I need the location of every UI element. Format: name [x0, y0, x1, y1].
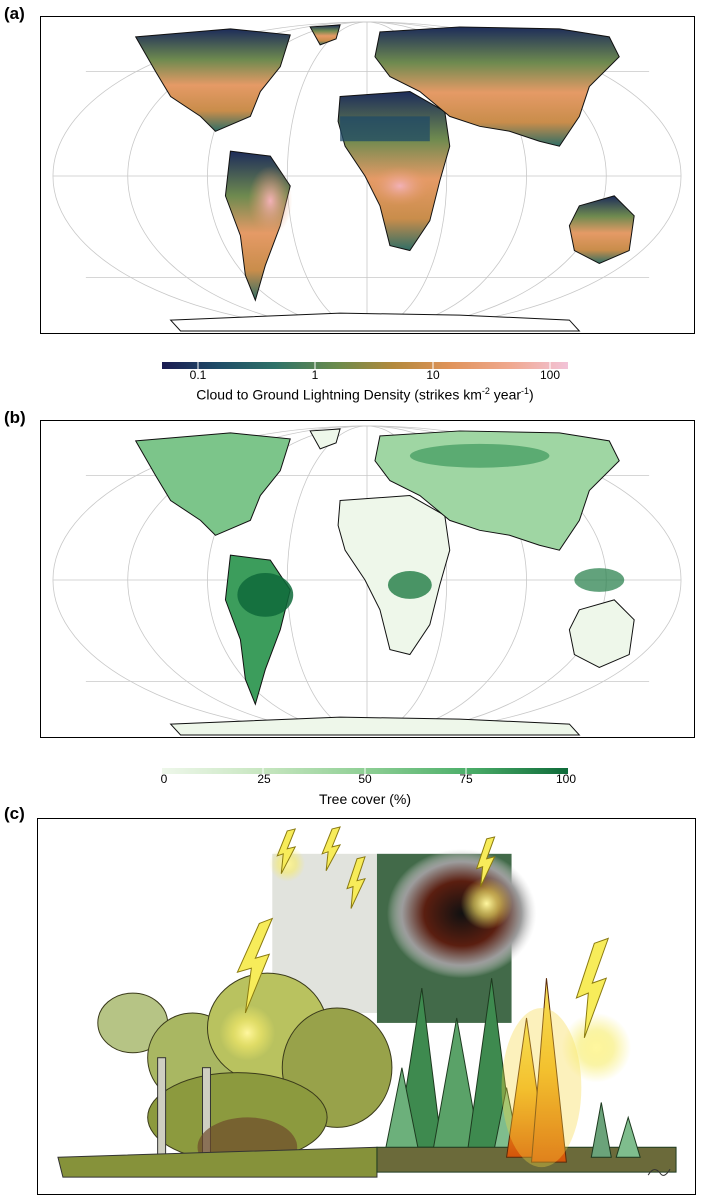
- lightning-bolt-icon: [321, 826, 342, 871]
- illustration-svg: [57, 826, 677, 1178]
- panel-b-label: (b): [4, 408, 26, 427]
- sahara-low-density: [340, 116, 430, 142]
- smoke-plume: [386, 848, 537, 979]
- lightning-bolt-icon: [475, 836, 496, 887]
- tree-cover-colorbar: [162, 761, 568, 774]
- tree-cover-tick-50: 50: [358, 772, 372, 786]
- strike-glow-left: [219, 1005, 276, 1061]
- south-america-hotspot: [248, 166, 293, 236]
- panel-c-label: (c): [4, 804, 25, 823]
- lightning-colorbar: [162, 356, 568, 369]
- tree-cover-colorbar-title: Tree cover (%): [318, 791, 412, 807]
- lightning-bolt-icon: [575, 937, 610, 1039]
- strike-glow-right: [561, 1012, 632, 1083]
- southeast-asia-forest: [574, 568, 625, 592]
- tree-cover-tick-25: 25: [257, 772, 271, 786]
- tree-cover-tick-0: 0: [160, 772, 168, 786]
- artist-signature: [647, 1168, 671, 1176]
- lightning-map-svg: [52, 21, 682, 332]
- lightning-tick-3: 100: [539, 368, 561, 382]
- lightning-bolt-icon: [276, 828, 297, 874]
- tree-cover-colorbar-gradient: [162, 768, 568, 774]
- tree-cover-map-svg: [52, 425, 682, 736]
- strike-glow-center: [460, 877, 513, 930]
- lightning-colorbar-gradient: [162, 362, 568, 369]
- lightning-density-map: [40, 16, 695, 334]
- boreal-forest: [409, 443, 550, 468]
- africa-hotspot: [369, 166, 430, 206]
- tree-cover-tick-75: 75: [459, 772, 473, 786]
- lightning-bolt-icon: [346, 856, 366, 909]
- lightning-bolts: [236, 826, 610, 1039]
- lightning-colorbar-title: Cloud to Ground Lightning Density (strik…: [196, 386, 534, 403]
- lightning-bolt-icon: [236, 917, 274, 1014]
- tree-cover-tick-100: 100: [555, 772, 577, 786]
- forest-fire-illustration: [37, 818, 696, 1195]
- lightning-tick-0: 0.1: [189, 368, 207, 382]
- continents-tree-cover: [134, 428, 635, 736]
- congo-forest: [387, 571, 432, 599]
- panel-a-label: (a): [4, 4, 25, 23]
- tree-cover-map: [40, 420, 695, 738]
- amazon-forest: [237, 573, 294, 617]
- lightning-tick-2: 10: [426, 368, 440, 382]
- lightning-tick-1: 1: [311, 368, 319, 382]
